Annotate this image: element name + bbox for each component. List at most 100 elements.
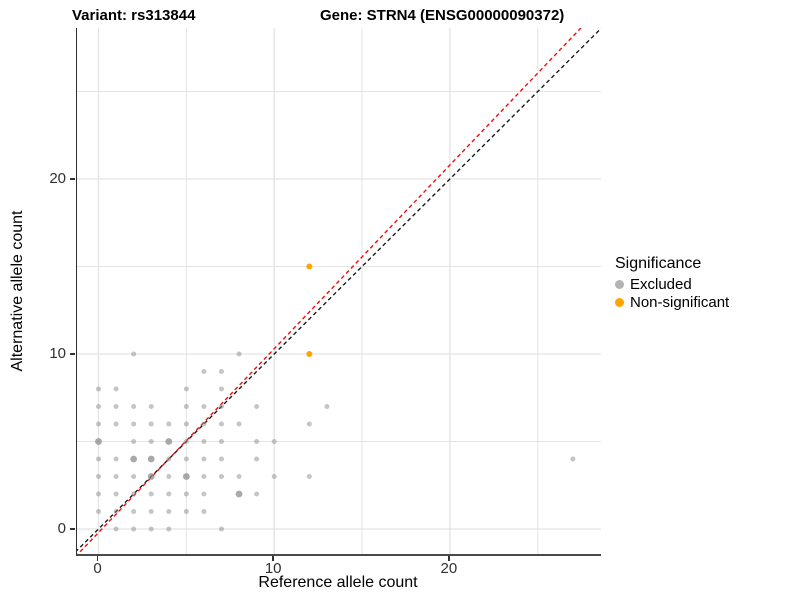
data-point bbox=[218, 456, 224, 462]
y-tick-label: 10 bbox=[49, 345, 66, 362]
data-point bbox=[148, 404, 154, 409]
data-point bbox=[306, 421, 312, 427]
data-point bbox=[201, 404, 207, 409]
data-point bbox=[306, 351, 313, 357]
legend: Significance Excluded Non-significant bbox=[615, 255, 729, 312]
data-point bbox=[235, 490, 243, 498]
data-point bbox=[113, 474, 119, 479]
data-point bbox=[324, 404, 330, 409]
y-tick-mark bbox=[70, 178, 75, 180]
data-point bbox=[201, 491, 207, 497]
data-point bbox=[218, 369, 224, 374]
data-point bbox=[113, 509, 119, 514]
data-point bbox=[148, 509, 154, 514]
chart-canvas bbox=[77, 28, 601, 554]
data-point bbox=[96, 491, 101, 497]
y-axis-title: Alternative allele count bbox=[9, 210, 26, 372]
x-tick-mark bbox=[272, 556, 274, 561]
data-point bbox=[166, 491, 172, 497]
data-point bbox=[166, 421, 172, 427]
x-tick-mark bbox=[448, 556, 450, 561]
data-point bbox=[201, 369, 207, 374]
data-point bbox=[201, 421, 207, 427]
data-point bbox=[96, 509, 101, 514]
data-point bbox=[236, 421, 242, 427]
data-point bbox=[166, 474, 172, 479]
plot-panel bbox=[76, 28, 601, 556]
data-point bbox=[182, 473, 190, 480]
data-point bbox=[183, 386, 189, 392]
data-point bbox=[131, 351, 137, 357]
data-point bbox=[131, 439, 137, 444]
x-tick-label: 10 bbox=[264, 560, 282, 577]
data-point bbox=[201, 456, 207, 462]
data-point bbox=[306, 474, 312, 479]
y-tick-mark bbox=[70, 353, 75, 355]
data-point bbox=[131, 404, 137, 409]
y-tick-mark bbox=[70, 528, 75, 530]
data-point bbox=[148, 526, 154, 532]
y-tick-label: 0 bbox=[57, 520, 66, 537]
data-point bbox=[183, 421, 189, 427]
data-point bbox=[254, 404, 260, 409]
data-point bbox=[148, 491, 154, 497]
data-point bbox=[218, 439, 224, 444]
x-tick-label: 20 bbox=[440, 560, 458, 577]
fit-line bbox=[77, 28, 582, 554]
data-point bbox=[271, 439, 277, 444]
data-point bbox=[218, 421, 224, 427]
data-point bbox=[254, 491, 260, 497]
data-point bbox=[96, 421, 101, 427]
data-point bbox=[166, 456, 172, 462]
data-point bbox=[183, 404, 189, 409]
data-point bbox=[306, 263, 313, 270]
data-point bbox=[113, 456, 119, 462]
data-point bbox=[183, 491, 189, 497]
data-point bbox=[148, 421, 154, 427]
data-point bbox=[113, 421, 119, 427]
data-point bbox=[165, 438, 173, 445]
x-tick-mark bbox=[96, 556, 99, 561]
data-point bbox=[96, 386, 101, 392]
data-point bbox=[131, 474, 137, 479]
data-point bbox=[183, 509, 189, 514]
y-tick-label: 20 bbox=[49, 170, 66, 187]
data-point bbox=[201, 474, 207, 479]
non-significant-dot-icon bbox=[615, 298, 624, 307]
data-point bbox=[218, 526, 224, 532]
data-point bbox=[131, 421, 137, 427]
data-point bbox=[271, 474, 277, 479]
data-point bbox=[113, 386, 119, 392]
data-point bbox=[147, 473, 155, 480]
data-point bbox=[131, 509, 137, 514]
data-point bbox=[201, 439, 207, 444]
data-point bbox=[131, 526, 137, 532]
data-point bbox=[183, 439, 189, 444]
data-point bbox=[570, 456, 576, 462]
data-point bbox=[113, 404, 119, 409]
data-point bbox=[131, 491, 137, 497]
data-point bbox=[96, 404, 101, 409]
data-point bbox=[96, 456, 101, 462]
data-point bbox=[166, 509, 172, 514]
legend-label-excluded: Excluded bbox=[630, 276, 692, 293]
legend-label-non-significant: Non-significant bbox=[630, 294, 730, 311]
data-point bbox=[218, 474, 224, 479]
data-point bbox=[95, 438, 102, 445]
data-point bbox=[201, 509, 207, 514]
data-point bbox=[113, 491, 119, 497]
data-point bbox=[254, 439, 260, 444]
data-point bbox=[113, 526, 119, 532]
x-axis-title: Reference allele count bbox=[258, 574, 418, 591]
identity-line bbox=[77, 28, 601, 552]
data-point bbox=[130, 455, 138, 463]
data-point bbox=[218, 386, 224, 392]
variant-title: Variant: rs313844 bbox=[72, 7, 196, 24]
legend-item-non-significant: Non-significant bbox=[615, 294, 729, 311]
data-point bbox=[148, 439, 154, 444]
data-point bbox=[96, 474, 101, 479]
data-point bbox=[254, 456, 260, 462]
excluded-dot-icon bbox=[615, 280, 624, 289]
legend-item-excluded: Excluded bbox=[615, 276, 729, 293]
